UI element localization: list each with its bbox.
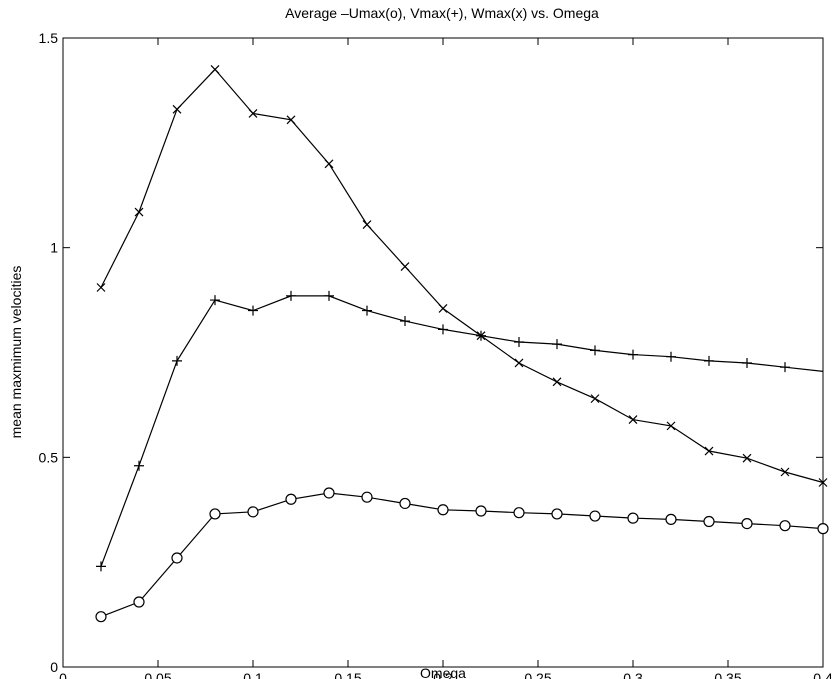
x-marker [552,377,562,387]
x-tick-label: 0.25 [524,670,551,679]
plus-marker [552,339,562,350]
circle-marker [703,515,715,528]
y-axis: 0 0.5 1 1.5 [39,30,823,675]
x-marker [172,104,182,114]
plus-marker [476,330,486,341]
y-tick-label: 1 [50,240,58,256]
circle-marker [323,487,335,499]
x-marker [704,446,714,456]
plus-marker [780,362,790,373]
x-marker [286,115,296,125]
x-marker [666,421,676,431]
circle-marker [361,491,373,503]
plus-marker [514,337,524,348]
x-tick-label: 0.05 [144,670,171,679]
x-tick-label: 0.35 [714,670,741,679]
plot-area [62,37,824,668]
plus-marker [666,351,676,362]
plus-marker [400,316,410,327]
series-line [100,68,824,484]
circle-marker [589,510,601,522]
series-line [100,492,824,618]
circle-marker [171,552,183,564]
x-marker [590,394,600,404]
circle-marker [95,611,107,623]
circle-marker [437,504,449,516]
plus-marker [324,290,334,301]
x-tick-label: 0 [59,670,67,679]
plus-marker [704,355,714,366]
circle-marker [665,513,677,525]
series-2 [96,290,824,572]
x-marker [248,109,258,118]
plus-marker [210,295,220,306]
plus-marker [96,561,106,572]
plus-marker [590,345,600,356]
circle-marker [399,497,411,510]
plus-marker [286,290,296,301]
y-axis-label: mean maxmimum velocities [8,266,24,439]
circle-marker [475,505,487,517]
circle-marker [741,517,753,530]
x-marker [210,65,220,74]
series-3 [95,487,829,623]
x-tick-label: 0.15 [334,670,361,679]
x-marker [400,262,410,271]
y-tick-label: 0 [50,659,58,675]
x-tick-label: 0.1 [243,670,263,679]
x-tick-label: 0.2 [433,670,453,679]
x-marker [96,283,106,292]
circle-marker [247,506,259,518]
plus-marker [134,460,144,471]
circle-marker [133,596,145,608]
plus-marker [172,355,182,366]
circle-marker [779,520,791,532]
plus-marker [438,324,448,335]
series-layer [95,65,829,623]
circle-marker [817,523,829,535]
x-axis: 0 0.05 0.1 0.15 0.2 0.25 0.3 0.35 0.4 [59,38,833,679]
y-tick-label: 1.5 [39,30,59,46]
plus-marker [248,305,258,316]
chart-title: Average –Umax(o), Vmax(+), Wmax(x) vs. O… [285,5,599,21]
circle-marker [627,512,639,524]
x-tick-label: 0.4 [813,670,833,679]
series-1 [96,65,828,487]
x-marker [324,159,334,169]
x-axis-label: Omega [420,665,466,679]
x-marker [742,453,752,463]
plus-marker [742,357,752,368]
plus-marker [628,349,638,360]
x-marker [438,304,448,313]
x-marker [818,478,828,487]
x-marker [628,415,638,425]
circle-marker [513,507,525,519]
series-line [100,295,824,567]
x-tick-label: 0.3 [623,670,643,679]
circle-marker [551,508,563,520]
x-marker [362,220,372,230]
circle-marker [285,493,297,505]
x-marker [780,467,790,477]
y-tick-label: 0.5 [39,449,59,465]
x-marker [134,207,144,217]
circle-marker [209,508,221,520]
plus-marker [362,305,372,316]
x-marker [514,358,524,368]
